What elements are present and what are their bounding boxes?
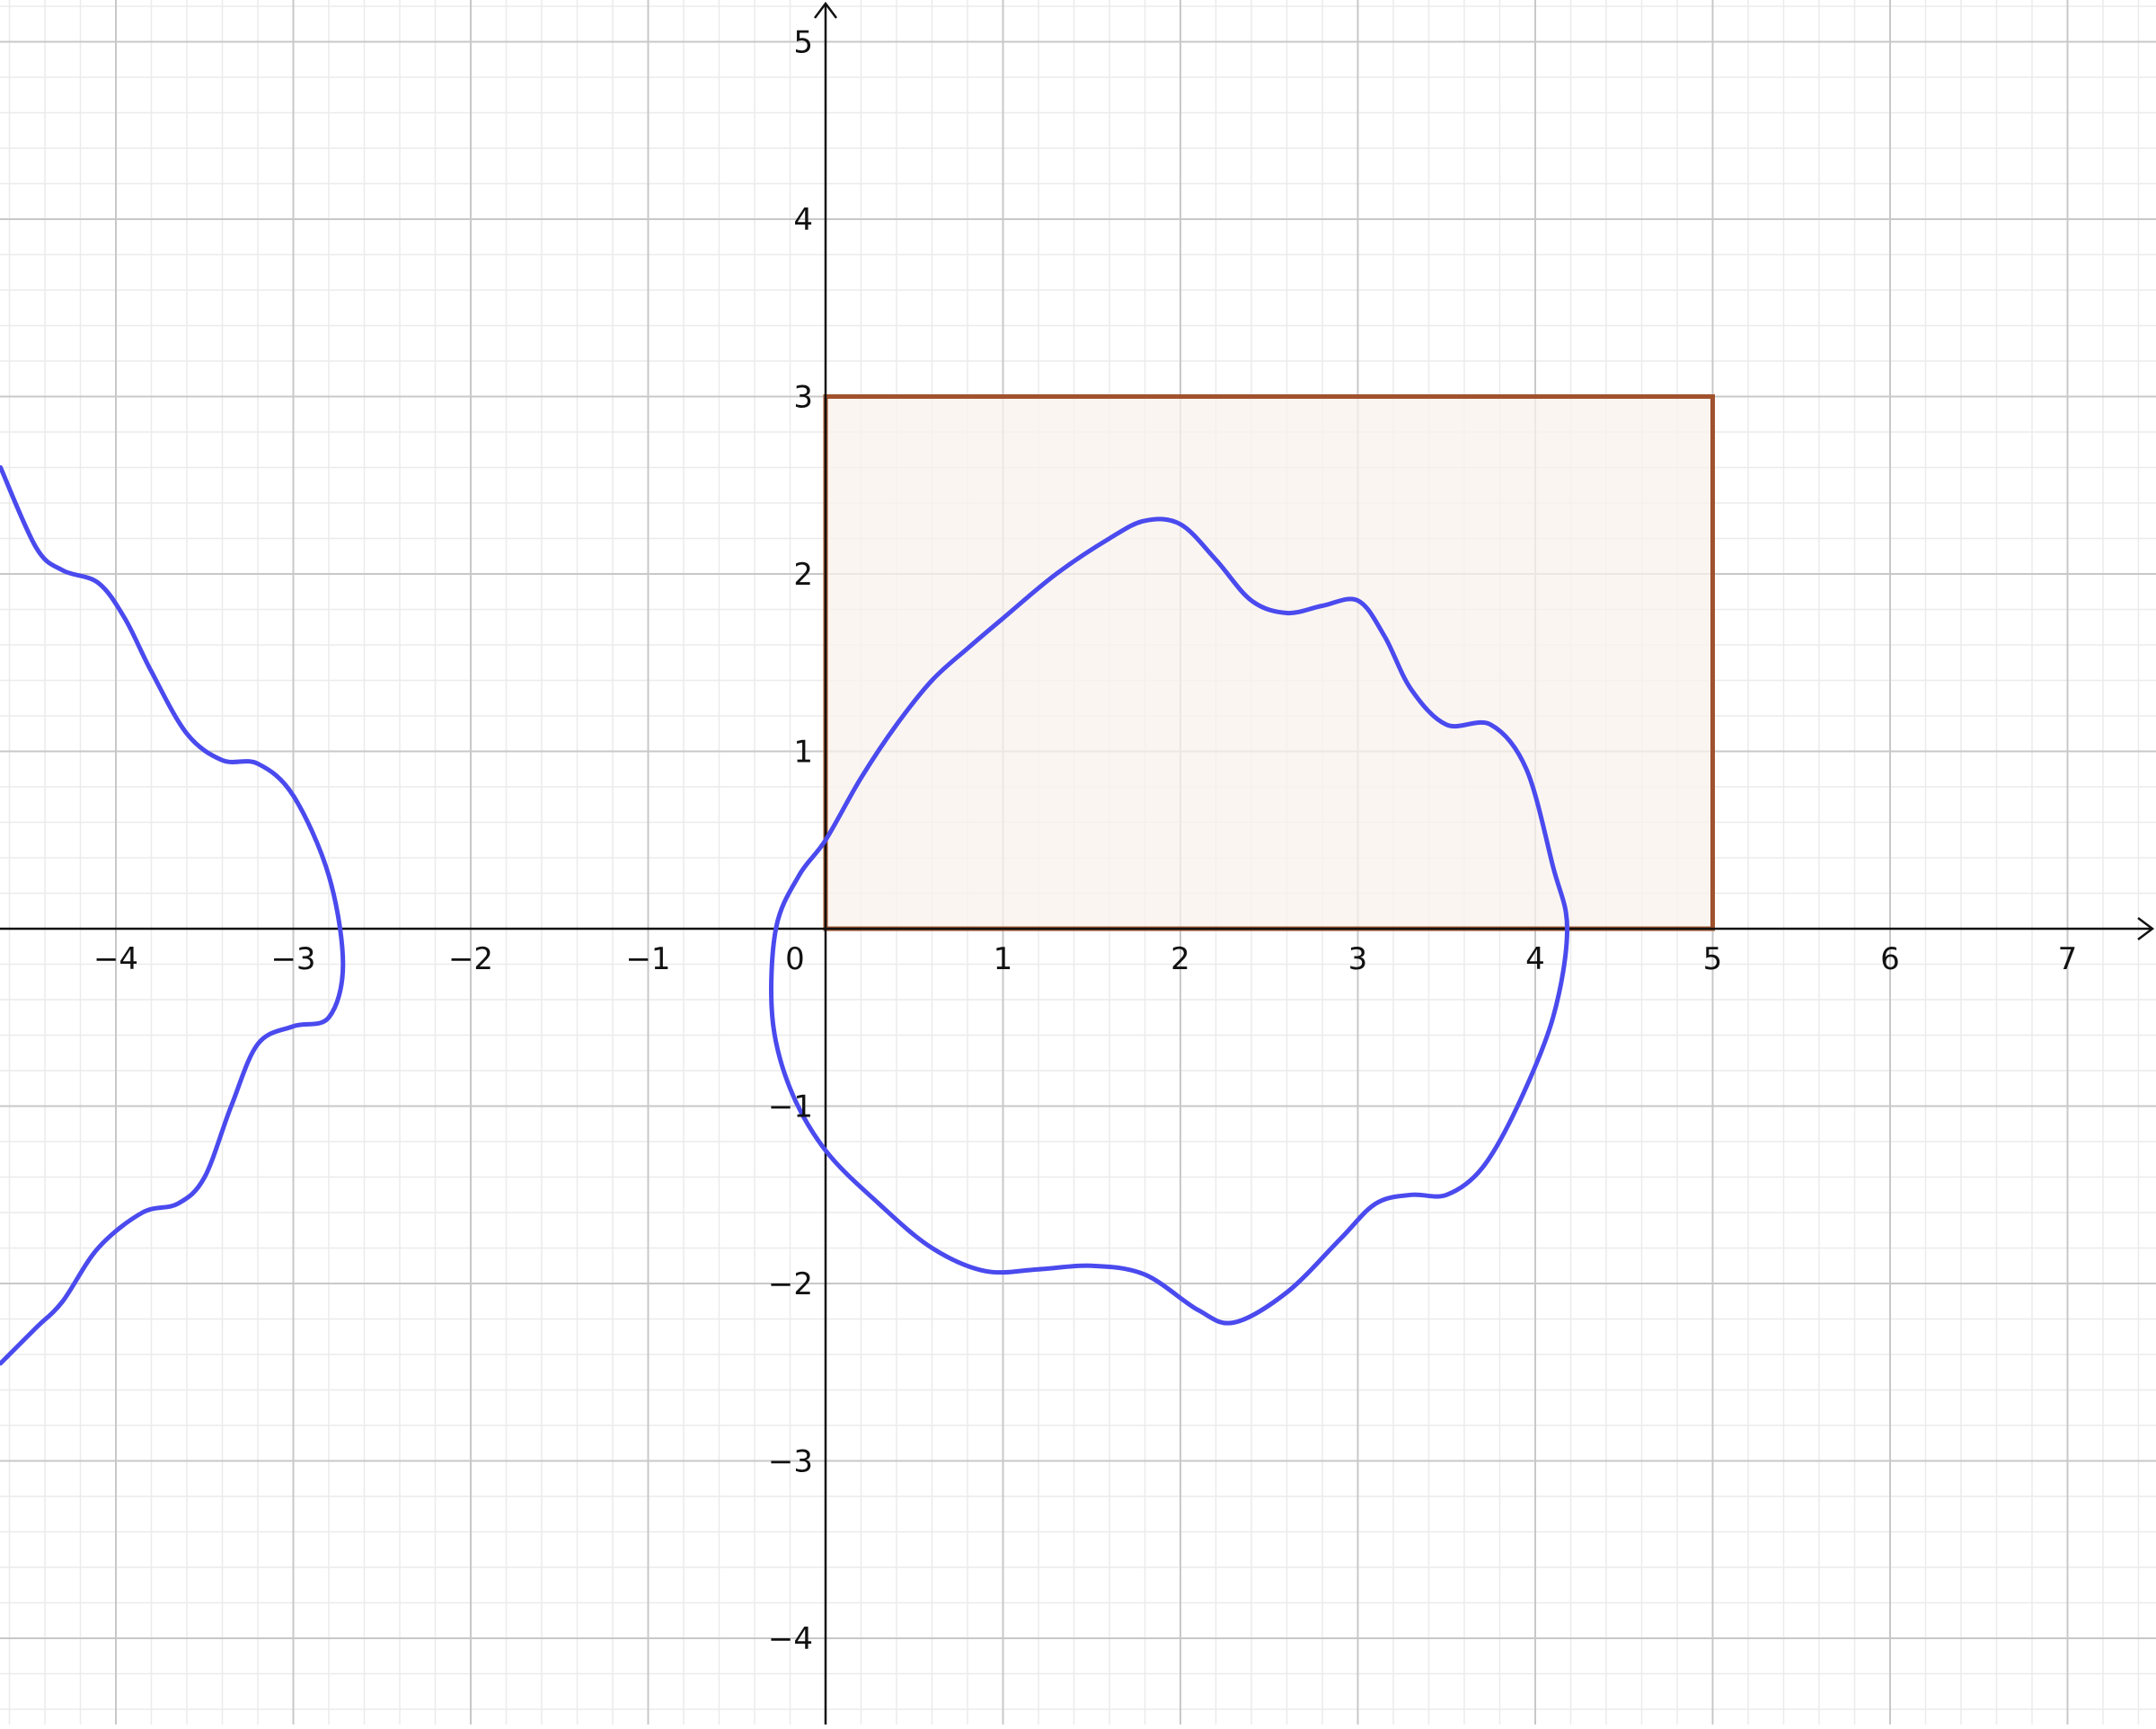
curve-1 [769, 516, 1569, 1326]
x-tick-label: 6 [1880, 941, 1900, 977]
x-tick-label: 4 [1525, 941, 1545, 977]
x-tick-label: 1 [994, 941, 1013, 977]
y-tick-label: 1 [793, 735, 813, 771]
y-tick-label: −4 [768, 1621, 813, 1657]
y-axis-arrow [814, 1, 837, 19]
y-tick-label: −1 [768, 1089, 813, 1125]
curve-2 [0, 465, 346, 1366]
x-tick-label: 7 [2058, 941, 2078, 977]
y-tick-label: 3 [793, 380, 813, 416]
y-tick-label: 4 [793, 202, 813, 238]
x-tick-label: 3 [1348, 941, 1368, 977]
x-tick-label: −4 [93, 941, 138, 977]
y-tick-label: 2 [793, 557, 813, 593]
y-tick-label: −2 [768, 1266, 813, 1302]
curves [0, 465, 1569, 1366]
tick-labels: −4 −3 −2 −1 0 1 2 3 4 5 6 7 5 4 3 2 1 −1 −2 −3 −4 [93, 25, 2077, 1658]
x-tick-label: 0 [785, 941, 805, 977]
plot-shapes [823, 394, 1715, 931]
x-tick-label: −1 [625, 941, 670, 977]
x-axis-arrow [2137, 917, 2155, 940]
y-tick-label: 5 [793, 25, 813, 61]
y-tick-label: −3 [768, 1444, 813, 1480]
x-tick-label: −2 [448, 941, 493, 977]
x-tick-label: 5 [1703, 941, 1723, 977]
shaded-rectangle [823, 394, 1715, 931]
x-tick-label: −3 [270, 941, 315, 977]
x-tick-label: 2 [1171, 941, 1190, 977]
